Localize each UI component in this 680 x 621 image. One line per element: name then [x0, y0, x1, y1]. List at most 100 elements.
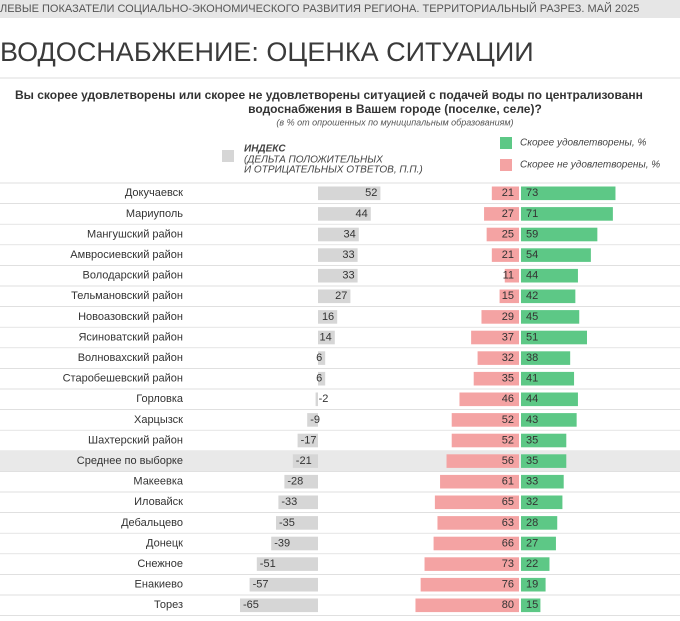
value-label: 33 — [342, 270, 354, 282]
value-label: 66 — [502, 537, 514, 549]
category-label: Мариуполь — [126, 208, 183, 220]
category-label: Донецк — [146, 537, 183, 549]
title: ВОДОСНАБЖЕНИЕ: ОЦЕНКА СИТУАЦИИ — [0, 37, 534, 67]
bar — [481, 310, 519, 324]
bar — [521, 392, 578, 407]
bar — [521, 516, 558, 530]
value-label: 59 — [526, 228, 538, 240]
value-label: 15 — [526, 599, 538, 611]
bar — [297, 433, 318, 448]
category-label: Новоазовский район — [78, 311, 183, 323]
bar — [473, 371, 519, 386]
value-label: -51 — [260, 558, 276, 570]
bar — [521, 371, 575, 386]
bar — [440, 474, 519, 489]
value-label: 35 — [526, 455, 538, 467]
legend-label: Скорее не удовлетворены, % — [520, 160, 660, 171]
bar — [240, 598, 318, 613]
value-label: 22 — [526, 558, 538, 570]
value-label: 65 — [502, 496, 514, 508]
value-label: 32 — [526, 496, 538, 508]
value-label: -35 — [279, 517, 295, 529]
bar — [504, 268, 519, 283]
value-label: -65 — [243, 599, 259, 611]
value-label: 80 — [502, 599, 514, 611]
bar — [521, 454, 567, 468]
bar — [521, 495, 563, 510]
bar — [318, 351, 326, 365]
bar — [491, 248, 519, 262]
bar — [315, 392, 318, 407]
category-label: Макеевка — [133, 476, 183, 488]
value-label: 63 — [502, 517, 514, 529]
bar — [521, 330, 587, 345]
value-label: 29 — [502, 311, 514, 323]
value-label: 51 — [526, 331, 538, 343]
value-label: -39 — [274, 537, 290, 549]
value-label: 21 — [502, 187, 514, 199]
value-label: 27 — [335, 290, 347, 302]
bar — [521, 289, 576, 304]
bar — [318, 330, 335, 345]
category-label: Харцызск — [134, 414, 183, 426]
value-label: 19 — [526, 579, 538, 591]
legend-label: ИНДЕКС — [244, 144, 286, 155]
category-label: Енакиево — [135, 579, 183, 591]
bar — [451, 413, 519, 427]
value-label: 32 — [502, 352, 514, 364]
value-label: -33 — [281, 496, 297, 508]
bar — [486, 227, 519, 242]
bar — [318, 310, 338, 324]
category-label: Ясиноватский район — [78, 331, 183, 343]
bar — [284, 474, 318, 489]
bar — [271, 536, 318, 551]
value-label: 35 — [526, 434, 538, 446]
header-band — [0, 0, 680, 18]
value-label: 25 — [502, 228, 514, 240]
bar — [521, 248, 591, 262]
bar — [459, 392, 519, 407]
value-label: 33 — [526, 476, 538, 488]
value-label: -2 — [319, 393, 329, 405]
value-label: 43 — [526, 414, 538, 426]
bar — [521, 186, 616, 201]
bar — [420, 577, 519, 592]
bar — [521, 474, 564, 489]
bar — [256, 557, 318, 571]
value-label: 21 — [502, 249, 514, 261]
header: ЛЕВЫЕ ПОКАЗАТЕЛИ СОЦИАЛЬНО-ЭКОНОМИЧЕСКОГ… — [0, 2, 639, 15]
value-label: -17 — [301, 434, 317, 446]
bar — [318, 268, 358, 283]
bar — [318, 186, 381, 201]
value-label: -21 — [296, 455, 312, 467]
bar — [433, 536, 519, 551]
bar — [318, 289, 351, 304]
bar — [318, 227, 359, 242]
value-label: 6 — [316, 352, 322, 364]
bar — [521, 207, 613, 221]
value-label: 33 — [342, 249, 354, 261]
value-label: -28 — [287, 476, 303, 488]
category-label: Горловка — [136, 393, 184, 405]
bar — [471, 330, 519, 345]
legend-label: Скорее удовлетворены, % — [520, 138, 646, 149]
category-label: Амвросиевский район — [70, 249, 183, 261]
bar — [318, 248, 358, 262]
bar — [521, 433, 567, 448]
bar — [477, 351, 519, 365]
bar — [521, 351, 571, 365]
legend-swatch — [222, 150, 234, 162]
value-label: 14 — [320, 331, 332, 343]
bar — [249, 577, 318, 592]
bar — [484, 207, 519, 221]
bar — [276, 516, 318, 530]
bar — [521, 227, 598, 242]
legend-label: (ДЕЛЬТА ПОЛОЖИТЕЛЬНЫХ — [244, 155, 383, 166]
value-label: 42 — [526, 290, 538, 302]
value-label: 27 — [502, 208, 514, 220]
value-label: 54 — [526, 249, 538, 261]
value-label: -57 — [253, 579, 269, 591]
question: водоснабжения в Вашем городе (поселке, с… — [248, 102, 542, 116]
value-label: -9 — [310, 414, 320, 426]
bar — [307, 413, 318, 427]
